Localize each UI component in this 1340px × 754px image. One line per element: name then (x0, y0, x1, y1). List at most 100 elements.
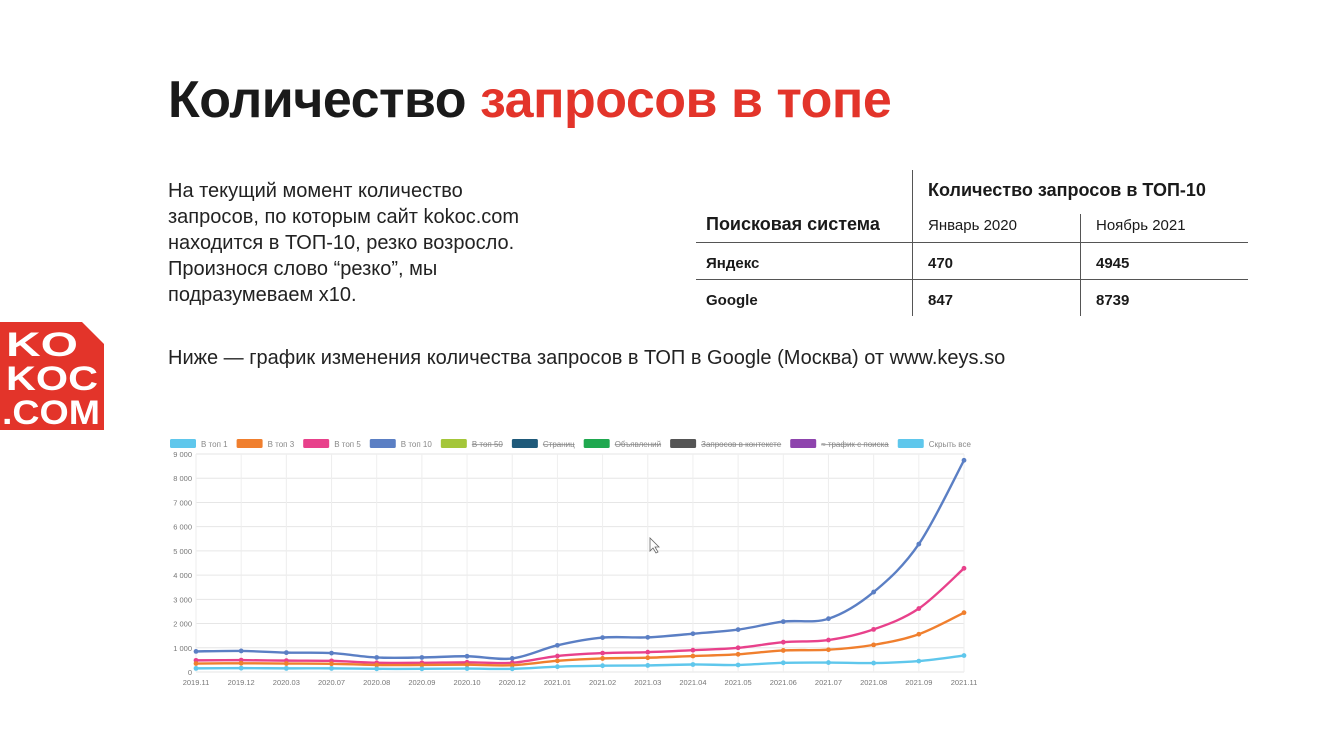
data-point (961, 457, 967, 463)
data-point (690, 631, 696, 637)
data-point (374, 666, 380, 672)
data-point (735, 627, 741, 633)
data-point (419, 662, 425, 668)
table-cell: 8739 (1096, 292, 1130, 309)
table-divider (696, 279, 1248, 280)
legend-swatch (670, 439, 697, 448)
data-point (871, 660, 877, 666)
legend-swatch (170, 439, 196, 448)
legend-label: В топ 10 (401, 440, 433, 449)
legend-label: В топ 3 (268, 440, 295, 449)
x-axis: 2019.11 2019.12 2020.03 2020.07 2020.08 2020.… (183, 678, 978, 687)
data-point (961, 565, 967, 571)
data-point (374, 655, 380, 660)
data-point (916, 631, 922, 637)
data-point (555, 658, 560, 664)
data-point (555, 664, 560, 670)
data-point (193, 665, 199, 671)
data-point (555, 642, 560, 648)
x-tick-label: 2021.11 (951, 678, 978, 687)
legend-label: Страниц (543, 440, 575, 449)
data-point (690, 647, 696, 653)
x-tick-label: 2021.08 (860, 678, 887, 687)
x-tick-label: 2020.08 (363, 678, 390, 687)
data-point (780, 660, 786, 666)
kokoc-logo: KO KOC .COM (0, 322, 104, 430)
engine-name: Google (706, 292, 758, 309)
series-line (195, 611, 965, 667)
x-tick-label: 2020.03 (273, 678, 300, 687)
data-point (871, 589, 877, 595)
data-point (780, 619, 786, 625)
data-point (690, 662, 696, 667)
legend-label: В топ 5 (334, 440, 361, 449)
data-point (555, 653, 560, 659)
data-point (600, 656, 605, 661)
legend-swatch (790, 439, 817, 448)
data-point (509, 662, 515, 668)
intro-line: На текущий момент количество (168, 180, 463, 202)
y-tick-label: 9 000 (173, 450, 192, 459)
engine-name: Яндекс (706, 255, 760, 272)
data-point (735, 662, 741, 668)
logo-line: KO (6, 326, 78, 364)
column-header: Январь 2020 (928, 217, 1017, 234)
mouse-cursor-icon (649, 537, 660, 554)
y-axis: 0 1 000 2 000 3 000 4 000 5 000 6 000 7 000 8 00… (173, 450, 192, 677)
data-point (600, 650, 605, 656)
x-tick-label: 2021.09 (905, 678, 932, 687)
data-point (645, 663, 651, 668)
x-tick-label: 2019.12 (228, 678, 255, 687)
data-point (826, 637, 831, 643)
data-point (283, 650, 289, 656)
legend-label: Скрыть все (929, 440, 972, 449)
legend-label: В топ 1 (201, 440, 228, 449)
intro-line: находится в ТОП-10, резко возросло. (168, 232, 515, 254)
data-point (645, 649, 651, 655)
series-line (195, 459, 966, 661)
row-header: Поисковая система (706, 214, 880, 234)
intro-line: Произнося слово “резко”, мы (168, 258, 438, 280)
chart-grid (195, 453, 965, 673)
x-tick-label: 2020.10 (453, 678, 480, 687)
data-point (871, 626, 877, 632)
data-point (916, 541, 922, 547)
x-tick-label: 2020.09 (408, 678, 435, 687)
y-tick-label: 5 000 (173, 547, 192, 556)
x-tick-label: 2021.06 (770, 678, 797, 687)
legend-label: Запросов в контексте (701, 440, 782, 449)
data-point (509, 656, 515, 661)
group-header: Количество запросов в ТОП-10 (928, 180, 1206, 200)
data-point (193, 661, 199, 666)
intro-paragraph: На текущий момент количество запросов, п… (168, 178, 588, 308)
data-point (509, 666, 515, 672)
data-point (283, 661, 289, 666)
data-point (464, 666, 470, 672)
data-point (780, 639, 786, 645)
y-tick-label: 2 000 (173, 620, 192, 629)
data-point (193, 649, 199, 654)
series-line (195, 654, 965, 671)
legend-label: ≈ трафик с поиска (821, 440, 889, 449)
data-point (735, 645, 741, 651)
data-point (238, 648, 244, 654)
table-divider (912, 170, 913, 316)
slide-title: Количество запросов в топе (168, 70, 892, 130)
table-divider (1080, 214, 1081, 316)
legend-label: Объявлений (615, 440, 661, 449)
legend-swatch (440, 439, 467, 448)
data-point (826, 616, 831, 622)
column-header: Ноябрь 2021 (1096, 217, 1186, 234)
logo-line: .COM (2, 394, 100, 430)
data-point (961, 653, 967, 658)
logo-line: KOC (6, 360, 98, 398)
data-point (464, 653, 470, 659)
y-tick-label: 8 000 (173, 474, 192, 483)
data-point (826, 660, 831, 665)
data-point (735, 651, 741, 657)
y-tick-label: 6 000 (173, 523, 192, 532)
intro-line: подразумеваем x10. (168, 284, 357, 306)
legend-swatch (369, 439, 396, 448)
data-point (464, 662, 470, 668)
data-point (690, 653, 696, 659)
